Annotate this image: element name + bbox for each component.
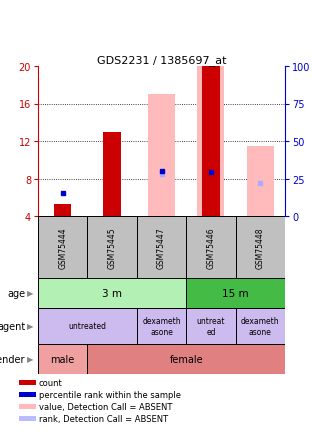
Text: ▶: ▶ [27, 355, 33, 364]
Text: female: female [169, 354, 203, 364]
Text: GSM75448: GSM75448 [256, 227, 265, 268]
Bar [38, 217, 87, 278]
Text: age: age [7, 288, 25, 298]
Text: count: count [39, 378, 63, 388]
Text: ▶: ▶ [27, 322, 33, 331]
Bar [186, 217, 236, 278]
Bar [137, 308, 186, 344]
Text: gender: gender [0, 354, 25, 364]
Bar [236, 217, 285, 278]
Text: dexameth
asone: dexameth asone [241, 316, 280, 336]
Text: GSM75444: GSM75444 [58, 227, 67, 268]
Bar [87, 344, 285, 374]
Text: agent: agent [0, 321, 25, 331]
Bar [202, 67, 219, 217]
Text: GSM75445: GSM75445 [108, 227, 117, 268]
Bar [247, 146, 274, 217]
Text: percentile rank within the sample: percentile rank within the sample [39, 390, 181, 399]
Text: 15 m: 15 m [222, 288, 249, 298]
Bar [197, 67, 224, 217]
Text: 3 m: 3 m [102, 288, 122, 298]
Bar [186, 278, 285, 308]
Text: male: male [51, 354, 75, 364]
Bar [104, 132, 121, 217]
Text: untreat
ed: untreat ed [197, 316, 225, 336]
Bar [148, 95, 175, 217]
Bar [186, 308, 236, 344]
Bar [19, 392, 36, 398]
Text: GSM75447: GSM75447 [157, 227, 166, 268]
Bar [38, 344, 87, 374]
Text: rank, Detection Call = ABSENT: rank, Detection Call = ABSENT [39, 414, 168, 423]
Bar [87, 217, 137, 278]
Bar [38, 308, 137, 344]
Bar [236, 308, 285, 344]
Text: GSM75446: GSM75446 [206, 227, 215, 268]
Bar [38, 278, 186, 308]
Text: ▶: ▶ [27, 289, 33, 298]
Bar [54, 204, 71, 217]
Bar [19, 416, 36, 421]
Bar [137, 217, 186, 278]
Bar [19, 404, 36, 409]
Text: value, Detection Call = ABSENT: value, Detection Call = ABSENT [39, 402, 172, 411]
Bar [19, 380, 36, 385]
Text: untreated: untreated [69, 322, 106, 331]
Text: dexameth
asone: dexameth asone [142, 316, 181, 336]
Title: GDS2231 / 1385697_at: GDS2231 / 1385697_at [97, 55, 226, 66]
